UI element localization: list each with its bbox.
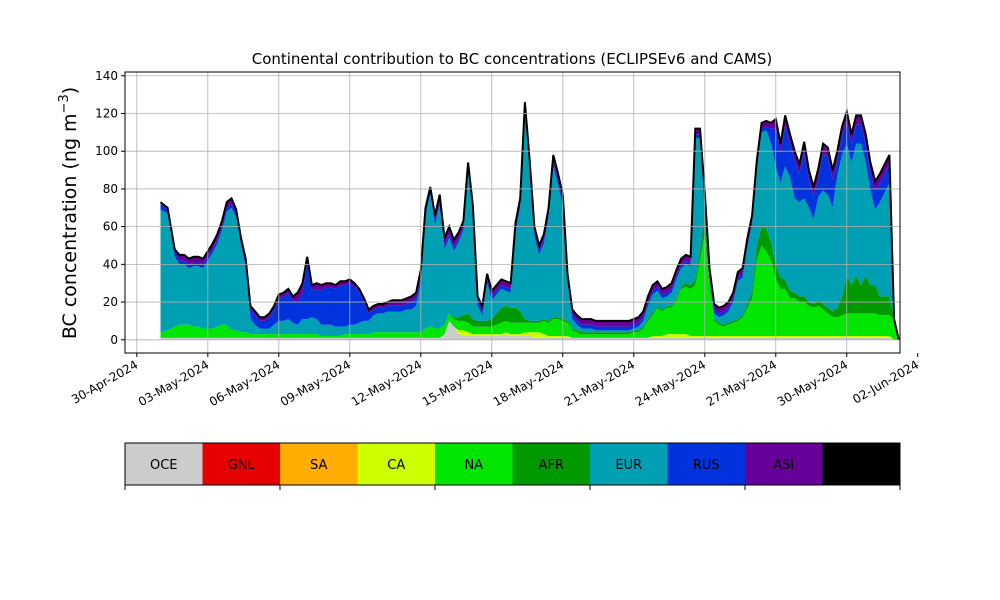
area-series-group [159,102,900,341]
legend-label-rus: RUS [693,458,720,473]
legend-swatch-asi [745,443,823,485]
x-tick-label: 30-May-2024 [775,357,850,409]
legend-swatch-aus [822,443,900,485]
x-tick-label: 02-Jun-2024 [850,357,921,406]
legend-label-eur: EUR [615,458,642,473]
plot-area: 0 20 40 60 80 100 120 140 30-Apr-202403-May-2024… [69,69,921,409]
legend-label-afr: AFR [539,458,564,473]
y-axis-label-exponent: −3 [57,94,72,113]
x-tick-label: 30-Apr-2024 [69,357,140,406]
y-tick-label: 60 [103,220,118,234]
svg-text:BC concentration (ng m−3): BC concentration (ng m−3) [57,87,81,339]
grid [125,72,900,353]
total-outline [159,102,900,341]
x-tick-label: 24-May-2024 [633,357,708,409]
legend-swatch-ca [357,443,435,485]
legend-swatch-rus [667,443,745,485]
legend-label-aus: AUS [848,458,875,473]
legend: OCE GNL SA CA NA AFR EUR RUS ASI AUS [124,442,901,490]
legend-swatch-na [435,443,513,485]
legend-swatch-afr [512,443,590,485]
area-series-oce [160,320,899,340]
legend-swatch-sa [280,443,358,485]
legend-label-oce: OCE [150,458,178,473]
legend-label-ca: CA [387,458,405,473]
legend-label-gnl: GNL [228,458,256,473]
x-tick-label: 03-May-2024 [136,357,211,409]
y-tick-label: 120 [95,106,118,120]
legend-label-sa: SA [310,458,327,473]
y-axis-label-close: ) [59,87,81,94]
legend-swatch-oce [125,443,203,485]
legend-swatch-gnl [202,443,280,485]
x-tick-label: 09-May-2024 [278,357,353,409]
plot-frame [124,71,901,354]
y-axis-label-text: BC concentration (ng m [59,113,81,339]
y-tick-label: 80 [103,182,118,196]
y-tick-label: 40 [103,257,118,271]
legend-label-asi: ASI [773,458,794,473]
y-tick-label: 100 [95,144,118,158]
x-tick-label: 18-May-2024 [491,357,566,409]
area-series-na [160,232,899,340]
legend-label-na: NA [464,458,483,473]
chart-title: Continental contribution to BC concentra… [252,50,773,68]
area-series-eur [160,111,899,340]
x-tick-label: 15-May-2024 [420,357,495,409]
legend-frame [124,442,901,486]
legend-swatch-eur [590,443,668,485]
x-tick-label: 27-May-2024 [704,357,779,409]
y-tick-label: 20 [103,295,118,309]
x-tick-label: 06-May-2024 [207,357,282,409]
y-axis-label: BC concentration (ng m−3) [57,87,81,339]
y-tick-label: 140 [95,69,118,83]
x-tick-label: 12-May-2024 [349,357,424,409]
y-tick-label: 0 [110,333,118,347]
x-tick-label: 21-May-2024 [562,357,637,409]
